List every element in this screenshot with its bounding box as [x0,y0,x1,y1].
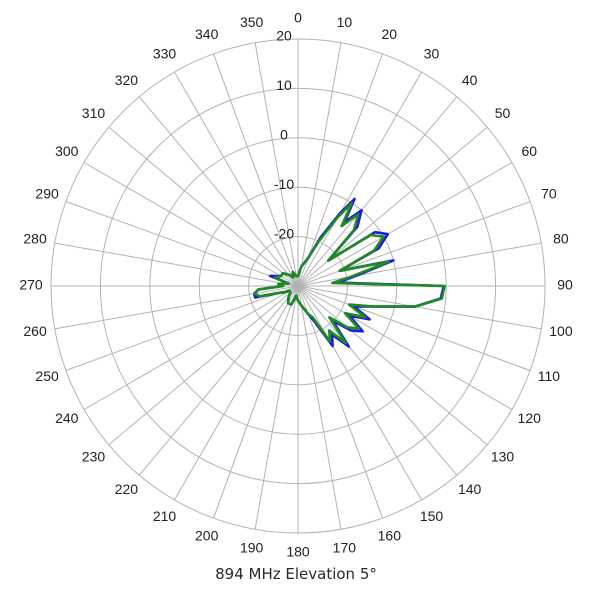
angle-tick-label: 70 [541,185,557,201]
angle-tick-label: 60 [521,143,537,159]
grid-spoke [297,162,513,287]
angle-tick-label: 180 [286,544,310,560]
angle-tick-label: 130 [491,448,515,464]
series-line-2 [252,201,446,345]
angle-tick-label: 10 [337,14,353,30]
grid-spoke [297,285,542,330]
angle-tick-label: 80 [553,230,569,246]
grid-spoke [254,285,299,530]
grid-spoke [83,162,299,287]
series-layer [252,197,446,348]
angle-tick-label: 100 [549,323,573,339]
grid-spoke [54,242,299,287]
radial-tick-label: -20 [274,225,294,241]
grid-spoke [108,126,299,287]
angle-tick-label: 200 [195,528,219,544]
radial-tick-label: 0 [280,127,288,143]
angle-tick-label: 300 [55,143,79,159]
grid-spoke [297,285,422,501]
angle-tick-label: 310 [82,105,106,121]
angle-tick-label: 340 [195,26,219,42]
grid-spoke [297,242,542,287]
grid-spoke [174,285,299,501]
angle-tick-label: 170 [333,540,357,556]
grid-spoke [65,285,299,371]
polar-grid [50,38,546,534]
grid-spoke [138,96,299,287]
angle-tick-label: 30 [424,45,440,61]
grid-spoke [297,285,513,410]
radial-tick-label: 20 [276,28,292,44]
angle-tick-label: 260 [23,323,47,339]
angle-tick-label: 280 [23,230,47,246]
grid-spoke [297,42,342,287]
grid-spoke [254,42,299,287]
grid-spoke [54,285,299,330]
angle-tick-label: 270 [19,277,43,293]
angle-tick-label: 350 [240,14,264,30]
grid-spoke [65,201,299,287]
grid-spoke [297,285,458,476]
radial-tick-label: -10 [274,176,294,192]
angle-tick-label: 150 [420,508,444,524]
angle-tick-label: 110 [538,368,561,384]
polar-chart: 0 102030405060708090100110120130140150160… [19,10,573,560]
label-layer: 0 102030405060708090100110120130140150160… [19,10,573,560]
grid-spoke [297,285,342,530]
angle-tick-label: 320 [115,72,139,88]
angle-tick-label: 190 [240,540,264,556]
angle-tick-label: 210 [153,508,177,524]
angle-tick-label: 330 [153,45,177,61]
grid-spoke [108,285,299,446]
angle-tick-label: 290 [35,185,59,201]
grid-spoke [297,201,531,287]
angle-tick-label: 220 [115,481,139,497]
radial-tick-label: 10 [276,77,292,93]
angle-tick-label: 90 [557,277,573,293]
angle-tick-label: 160 [378,528,402,544]
angle-tick-label: 140 [458,481,482,497]
grid-spoke [297,53,383,287]
grid-spoke [297,285,383,519]
grid-spoke [174,71,299,287]
chart-title: 894 MHz Elevation 5° [215,565,377,583]
grid-spoke [297,285,531,371]
angle-tick-label: 40 [462,72,478,88]
angle-tick-label: 250 [35,368,59,384]
angle-tick-label: 240 [55,410,79,426]
angle-tick-label: 50 [495,105,511,121]
grid-spoke [213,53,299,287]
grid-spoke [138,285,299,476]
angle-tick-label: 230 [82,448,106,464]
angle-tick-label: 0 [294,10,302,26]
angle-tick-label: 120 [518,410,542,426]
grid-spoke [213,285,299,519]
grid-spoke [83,285,299,410]
angle-tick-label: 20 [382,26,398,42]
grid-spoke [297,96,458,287]
grid-spoke [297,285,488,446]
grid-spoke [297,71,422,287]
